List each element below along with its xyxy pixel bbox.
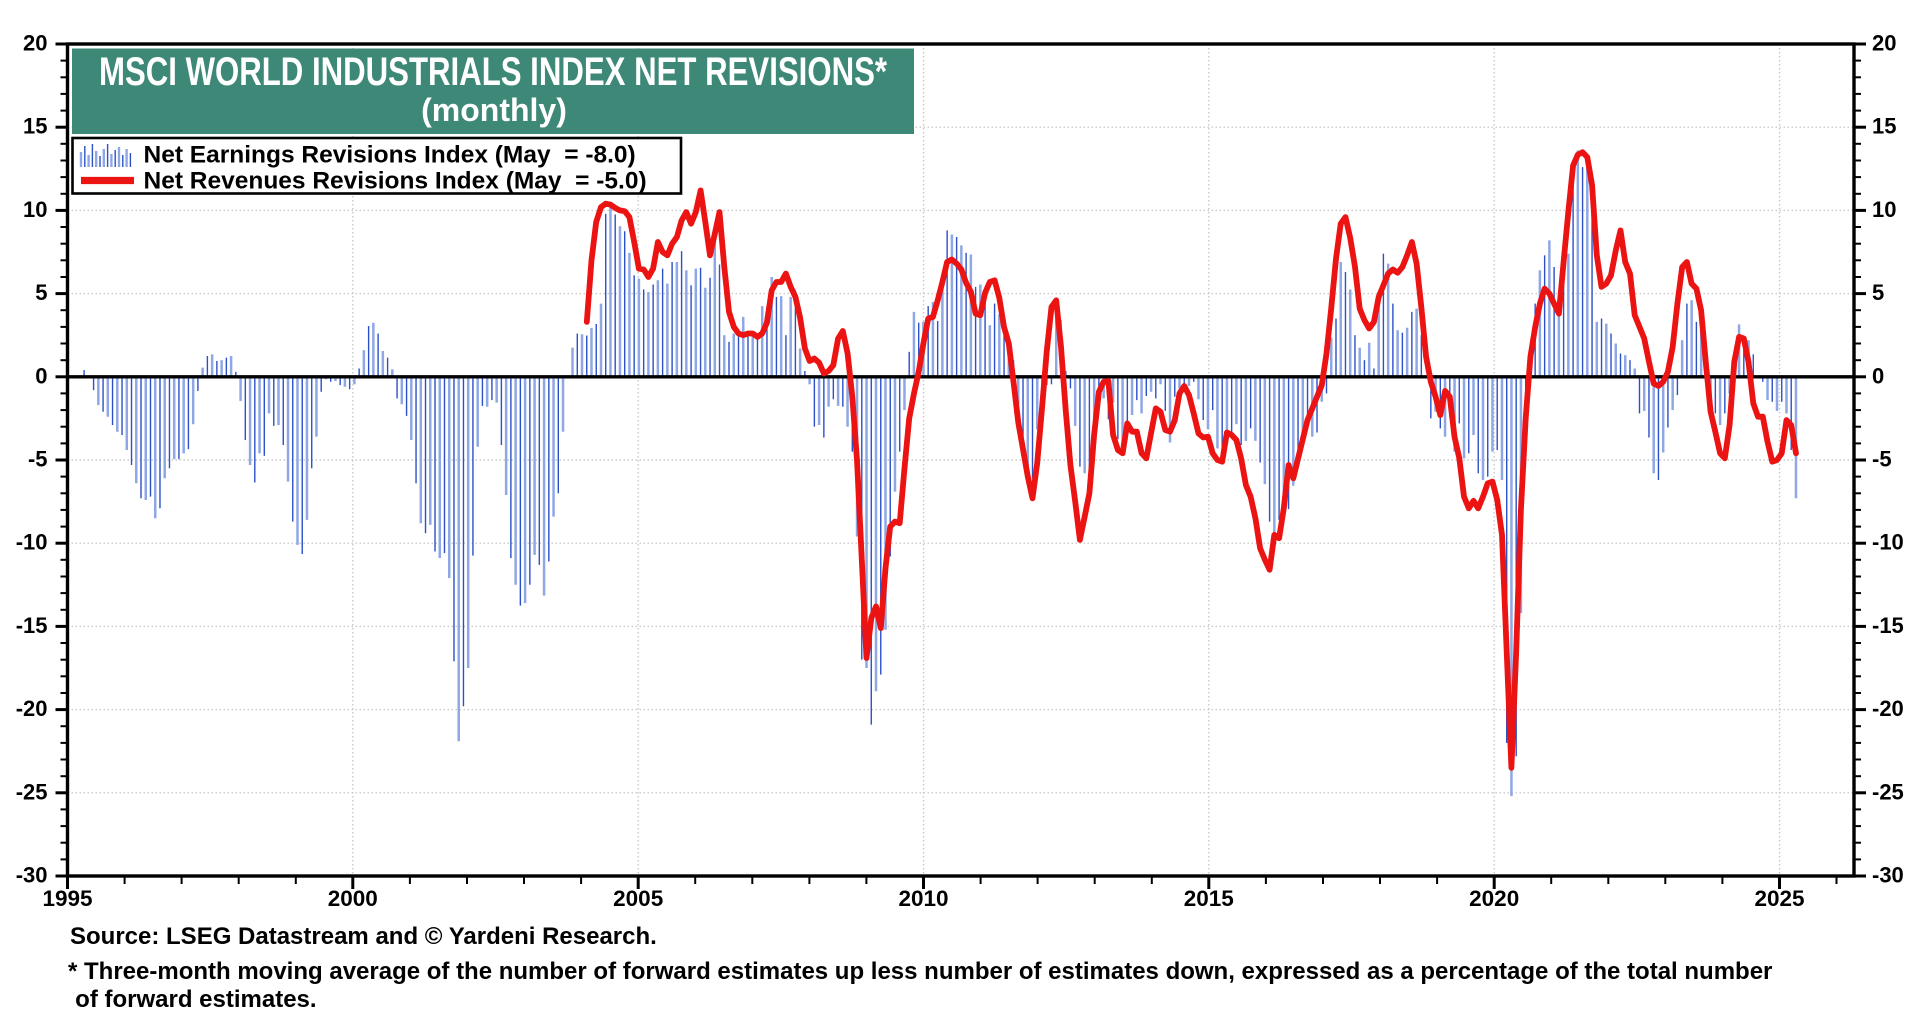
svg-text:2025: 2025 [1754,886,1804,911]
svg-text:1995: 1995 [42,886,92,911]
svg-text:5: 5 [1872,280,1884,305]
svg-text:-15: -15 [1872,613,1904,638]
svg-text:-20: -20 [1872,696,1904,721]
svg-text:-15: -15 [16,613,48,638]
svg-text:-30: -30 [16,863,48,888]
svg-text:10: 10 [1872,197,1896,222]
svg-text:-5: -5 [28,447,48,472]
svg-text:Net Revenues Revisions Index (: Net Revenues Revisions Index (May = -5.0… [144,168,647,195]
svg-text:20: 20 [23,31,47,56]
svg-text:10: 10 [23,197,47,222]
svg-text:5: 5 [35,280,47,305]
svg-text:(monthly): (monthly) [421,92,567,128]
svg-text:-25: -25 [1872,779,1904,804]
svg-text:-25: -25 [16,779,48,804]
svg-text:2010: 2010 [898,886,948,911]
svg-text:2015: 2015 [1184,886,1234,911]
svg-text:15: 15 [1872,114,1896,139]
svg-text:-10: -10 [1872,530,1904,555]
svg-text:MSCI WORLD INDUSTRIALS INDEX N: MSCI WORLD INDUSTRIALS INDEX NET REVISIO… [99,50,887,94]
svg-text:of forward estimates.: of forward estimates. [69,986,317,1013]
svg-text:-10: -10 [16,530,48,555]
svg-text:0: 0 [35,363,47,388]
svg-text:2005: 2005 [613,886,663,911]
svg-text:* Three-month moving average o: * Three-month moving average of the numb… [68,958,1772,985]
svg-text:15: 15 [23,114,47,139]
svg-text:-30: -30 [1872,863,1904,888]
svg-text:0: 0 [1872,363,1884,388]
svg-text:2000: 2000 [328,886,378,911]
svg-text:-5: -5 [1872,447,1892,472]
svg-text:Net Earnings Revisions Index (: Net Earnings Revisions Index (May = -8.0… [144,142,636,169]
svg-text:2020: 2020 [1469,886,1519,911]
svg-text:20: 20 [1872,31,1896,56]
svg-text:-20: -20 [16,696,48,721]
svg-text:Source: LSEG Datastream and ©: Source: LSEG Datastream and © Yardeni Re… [70,923,657,950]
